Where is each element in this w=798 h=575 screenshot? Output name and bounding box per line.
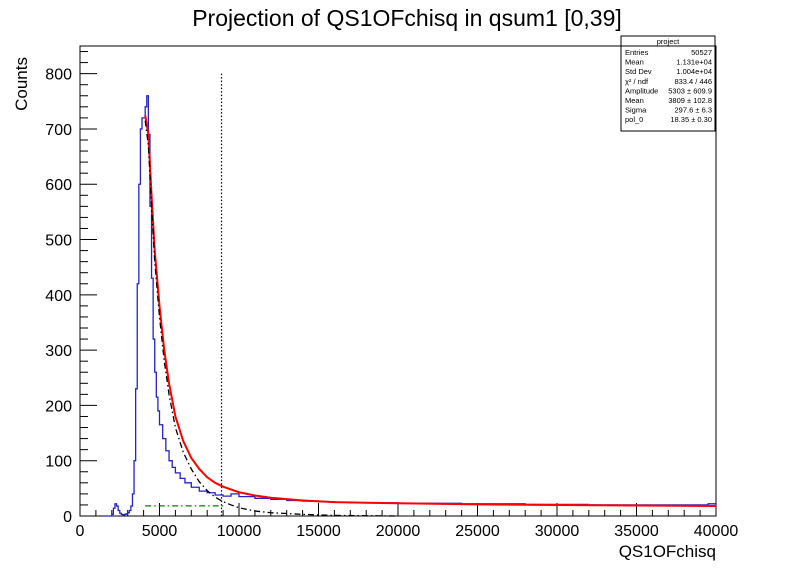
y-tick-label: 600 (45, 177, 72, 194)
series-line-0 (103, 95, 717, 517)
stats-row-value: 1.004e+04 (676, 67, 712, 76)
x-tick-label: 30000 (535, 523, 580, 540)
stats-row-label: Amplitude (625, 86, 658, 95)
stats-row-label: Entries (625, 48, 649, 57)
stats-box-frame (620, 35, 716, 132)
stats-row-value: 833.4 / 446 (674, 77, 712, 86)
x-tick-label: 10000 (217, 523, 262, 540)
stats-row-value: 297.6 ± 6.3 (675, 106, 712, 115)
stats-row-value: 1.131e+04 (676, 58, 712, 67)
stats-row-value: 50527 (691, 48, 712, 57)
stats-row-value: 18.35 ± 0.30 (670, 115, 712, 124)
y-tick-label: 800 (45, 67, 72, 84)
y-axis-label: Counts (12, 57, 31, 111)
stats-row-label: Mean (625, 58, 644, 67)
y-tick-label: 300 (45, 343, 72, 360)
stats-row-label: χ² / ndf (625, 77, 649, 86)
x-tick-label: 5000 (142, 523, 178, 540)
x-tick-label: 20000 (376, 523, 421, 540)
y-tick-label: 500 (45, 233, 72, 250)
stats-box-title: project (657, 37, 680, 46)
x-tick-label: 15000 (296, 523, 341, 540)
stats-row-value: 5303 ± 609.9 (668, 86, 712, 95)
x-tick-label: 40000 (694, 523, 739, 540)
y-tick-label: 0 (63, 509, 72, 526)
chart-title: Projection of QS1OFchisq in qsum1 [0,39] (192, 5, 622, 31)
y-tick-label: 100 (45, 454, 72, 471)
series-layer (103, 95, 717, 517)
stats-row-label: Mean (625, 96, 644, 105)
stats-row-value: 3809 ± 102.8 (668, 96, 712, 105)
series-line-2 (144, 120, 399, 517)
stats-row-label: pol_0 (625, 115, 643, 124)
x-tick-label: 25000 (455, 523, 500, 540)
y-tick-label: 200 (45, 398, 72, 415)
x-tick-label: 35000 (614, 523, 659, 540)
y-tick-label: 400 (45, 288, 72, 305)
x-axis-label: QS1OFchisq (619, 542, 716, 561)
stats-row-label: Std Dev (625, 67, 652, 76)
y-tick-label: 700 (45, 122, 72, 139)
stats-box: project Entries 50527 Mean 1.131e+04 Std Dev… (620, 35, 716, 132)
stats-row-label: Sigma (625, 106, 647, 115)
x-tick-label: 0 (76, 523, 85, 540)
series-line-1 (144, 114, 717, 508)
